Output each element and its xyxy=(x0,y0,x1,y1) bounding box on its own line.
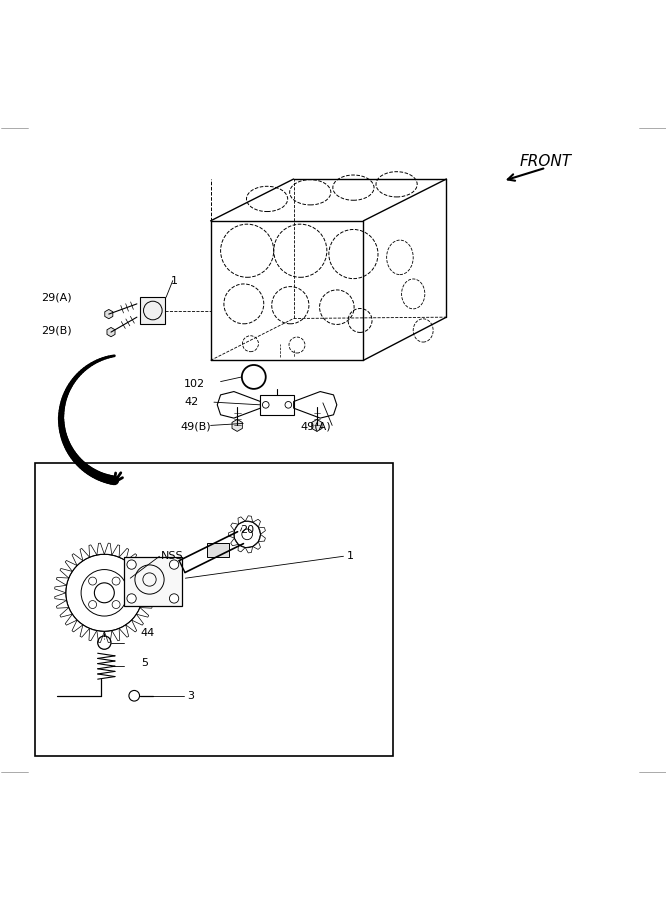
Circle shape xyxy=(169,560,179,569)
Polygon shape xyxy=(107,328,115,337)
Text: 29(B): 29(B) xyxy=(41,326,72,336)
Polygon shape xyxy=(123,556,182,607)
Polygon shape xyxy=(140,297,165,324)
Text: 49(A): 49(A) xyxy=(300,422,331,432)
Text: 20: 20 xyxy=(241,525,255,535)
Polygon shape xyxy=(105,310,113,319)
Polygon shape xyxy=(311,419,322,431)
Text: 5: 5 xyxy=(141,658,148,668)
Circle shape xyxy=(127,594,136,603)
Text: 29(A): 29(A) xyxy=(41,292,72,302)
Text: FRONT: FRONT xyxy=(520,154,572,168)
Bar xyxy=(35,464,394,755)
Text: NSS: NSS xyxy=(161,552,183,562)
Text: 102: 102 xyxy=(184,379,205,389)
Text: 1: 1 xyxy=(347,552,354,562)
Polygon shape xyxy=(207,543,229,557)
Text: 42: 42 xyxy=(184,397,198,407)
Circle shape xyxy=(127,560,136,569)
Polygon shape xyxy=(232,419,242,431)
Text: 49(B): 49(B) xyxy=(181,422,211,432)
Text: 44: 44 xyxy=(141,627,155,638)
Circle shape xyxy=(169,594,179,603)
Text: 1: 1 xyxy=(171,275,178,285)
Text: 3: 3 xyxy=(187,691,194,701)
